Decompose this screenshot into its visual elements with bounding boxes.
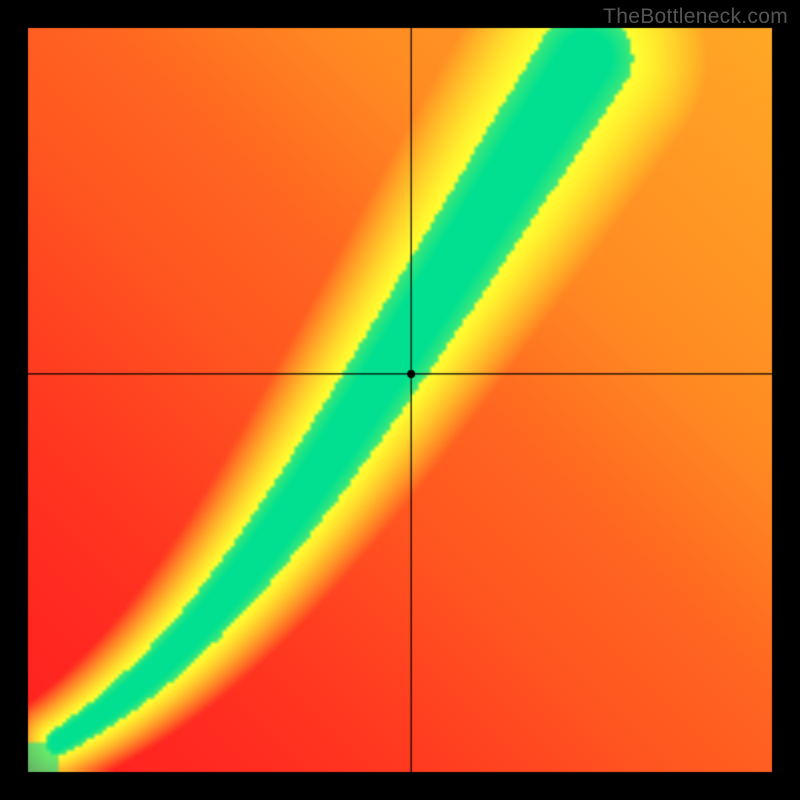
chart-container: TheBottleneck.com: [0, 0, 800, 800]
bottleneck-heatmap: [0, 0, 800, 800]
watermark-text: TheBottleneck.com: [603, 5, 788, 29]
